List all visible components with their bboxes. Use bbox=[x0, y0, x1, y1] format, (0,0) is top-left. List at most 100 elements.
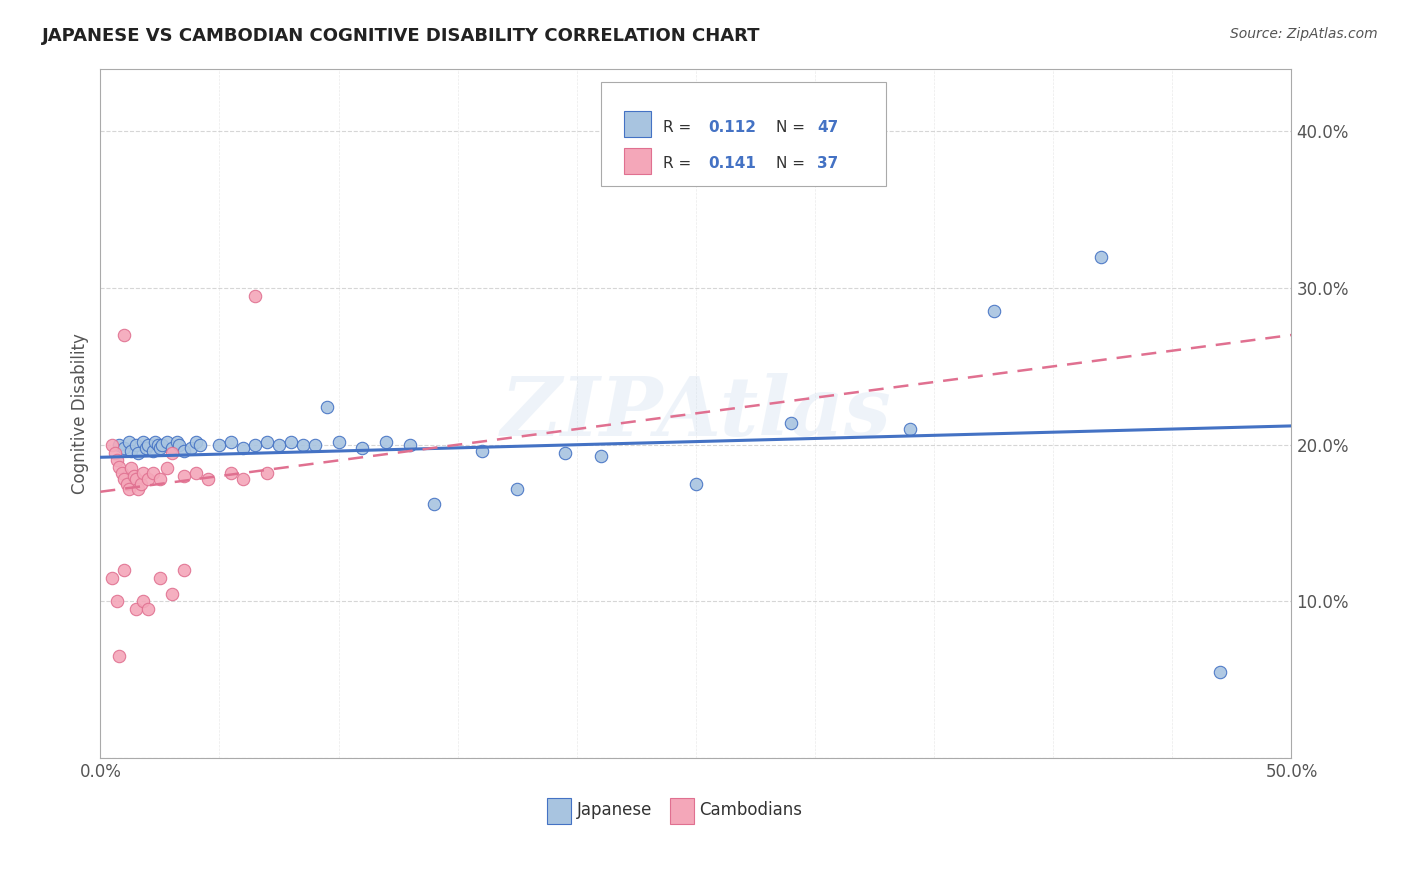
Point bbox=[108, 649, 131, 664]
Point bbox=[118, 482, 141, 496]
Point bbox=[685, 477, 707, 491]
Point bbox=[101, 438, 124, 452]
Point bbox=[304, 438, 326, 452]
FancyBboxPatch shape bbox=[624, 148, 651, 174]
Text: 47: 47 bbox=[817, 120, 838, 135]
Point bbox=[136, 472, 159, 486]
Point bbox=[190, 438, 212, 452]
FancyBboxPatch shape bbox=[600, 82, 886, 186]
Point bbox=[105, 453, 128, 467]
Point bbox=[184, 434, 207, 449]
Point bbox=[399, 438, 422, 452]
Point bbox=[780, 416, 803, 430]
Point bbox=[136, 602, 159, 616]
Point bbox=[470, 444, 492, 458]
Point bbox=[118, 434, 141, 449]
Point bbox=[180, 441, 202, 455]
Point bbox=[108, 459, 131, 474]
Point bbox=[120, 444, 142, 458]
Point bbox=[122, 469, 145, 483]
Text: R =: R = bbox=[662, 156, 696, 171]
Text: 37: 37 bbox=[817, 156, 838, 171]
Point bbox=[280, 434, 302, 449]
Text: Source: ZipAtlas.com: Source: ZipAtlas.com bbox=[1230, 27, 1378, 41]
Point bbox=[898, 422, 921, 436]
Point bbox=[142, 444, 165, 458]
Point bbox=[166, 434, 188, 449]
Point bbox=[1209, 665, 1232, 679]
Point bbox=[160, 587, 183, 601]
FancyBboxPatch shape bbox=[547, 797, 571, 823]
Point bbox=[156, 434, 179, 449]
FancyBboxPatch shape bbox=[624, 112, 651, 137]
Point bbox=[135, 441, 157, 455]
Point bbox=[315, 400, 337, 414]
Point bbox=[328, 434, 350, 449]
Point bbox=[256, 434, 278, 449]
Point bbox=[125, 602, 148, 616]
Point bbox=[352, 441, 374, 455]
Point bbox=[115, 477, 138, 491]
Point bbox=[149, 472, 172, 486]
Point bbox=[136, 438, 159, 452]
Point bbox=[589, 449, 612, 463]
Point bbox=[112, 328, 135, 343]
Point bbox=[245, 438, 267, 452]
Point bbox=[1090, 250, 1112, 264]
Point bbox=[156, 461, 179, 475]
Point bbox=[375, 434, 398, 449]
Point bbox=[108, 438, 131, 452]
Text: Cambodians: Cambodians bbox=[699, 801, 803, 819]
Text: Japanese: Japanese bbox=[576, 801, 652, 819]
Point bbox=[149, 441, 172, 455]
Point bbox=[132, 594, 155, 608]
Point bbox=[197, 472, 219, 486]
Point bbox=[256, 466, 278, 480]
Point bbox=[149, 571, 172, 585]
Point bbox=[983, 304, 1005, 318]
Point bbox=[112, 472, 135, 486]
Point bbox=[132, 434, 155, 449]
Point bbox=[127, 445, 149, 459]
Point bbox=[104, 445, 127, 459]
Point bbox=[146, 438, 169, 452]
Point bbox=[167, 438, 190, 452]
Point bbox=[208, 438, 231, 452]
Point bbox=[143, 434, 166, 449]
Point bbox=[160, 441, 183, 455]
Point bbox=[120, 461, 142, 475]
Point bbox=[232, 441, 254, 455]
Text: 0.112: 0.112 bbox=[707, 120, 756, 135]
Text: R =: R = bbox=[662, 120, 696, 135]
Point bbox=[245, 289, 267, 303]
Text: ZIPAtlas: ZIPAtlas bbox=[501, 374, 891, 453]
Point bbox=[173, 563, 195, 577]
Point bbox=[160, 445, 183, 459]
Point bbox=[111, 466, 134, 480]
Text: JAPANESE VS CAMBODIAN COGNITIVE DISABILITY CORRELATION CHART: JAPANESE VS CAMBODIAN COGNITIVE DISABILI… bbox=[42, 27, 761, 45]
Point bbox=[132, 466, 155, 480]
Point bbox=[142, 466, 165, 480]
Point bbox=[129, 477, 152, 491]
Point bbox=[221, 466, 243, 480]
Point bbox=[105, 594, 128, 608]
Text: N =: N = bbox=[776, 120, 810, 135]
Point bbox=[184, 466, 207, 480]
Point bbox=[267, 438, 290, 452]
Point bbox=[127, 482, 149, 496]
Point bbox=[125, 438, 148, 452]
Point bbox=[506, 482, 529, 496]
Point bbox=[125, 472, 148, 486]
Point bbox=[291, 438, 314, 452]
Point bbox=[112, 563, 135, 577]
Point bbox=[173, 469, 195, 483]
Point bbox=[112, 441, 135, 455]
Point bbox=[554, 445, 576, 459]
Point bbox=[101, 571, 124, 585]
Point bbox=[423, 497, 446, 511]
Text: N =: N = bbox=[776, 156, 810, 171]
Point bbox=[150, 438, 173, 452]
Point bbox=[232, 472, 254, 486]
FancyBboxPatch shape bbox=[669, 797, 693, 823]
Point bbox=[221, 434, 243, 449]
